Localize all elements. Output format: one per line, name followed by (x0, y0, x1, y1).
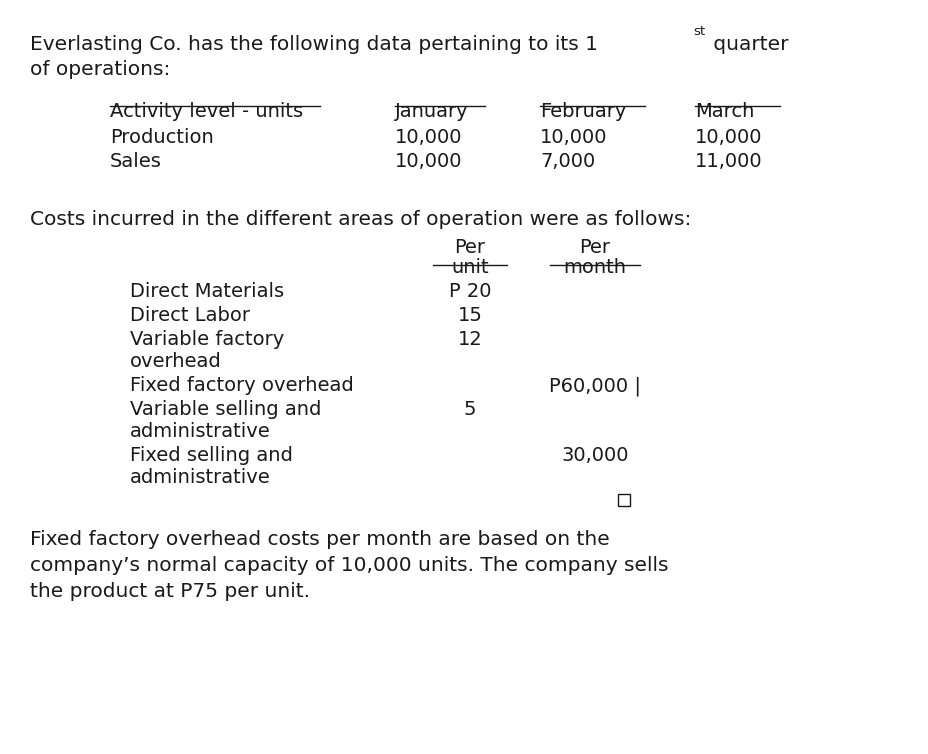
Text: 7,000: 7,000 (539, 152, 595, 171)
Text: unit: unit (451, 258, 488, 277)
Text: Variable factory: Variable factory (130, 330, 284, 349)
Text: Everlasting Co. has the following data pertaining to its 1: Everlasting Co. has the following data p… (30, 35, 598, 54)
Text: 10,000: 10,000 (394, 128, 462, 147)
Text: st: st (692, 25, 704, 38)
Text: Production: Production (110, 128, 213, 147)
Text: Costs incurred in the different areas of operation were as follows:: Costs incurred in the different areas of… (30, 210, 690, 229)
Text: Sales: Sales (110, 152, 161, 171)
Text: Direct Materials: Direct Materials (130, 282, 284, 301)
Text: 11,000: 11,000 (694, 152, 762, 171)
Text: administrative: administrative (130, 468, 270, 487)
Text: of operations:: of operations: (30, 60, 170, 79)
Text: 10,000: 10,000 (694, 128, 762, 147)
Bar (617, 494, 629, 506)
Text: administrative: administrative (130, 422, 270, 441)
Text: January: January (394, 102, 468, 121)
Text: February: February (539, 102, 625, 121)
Text: 10,000: 10,000 (394, 152, 462, 171)
Text: 5: 5 (463, 400, 476, 419)
Text: Per: Per (454, 238, 485, 257)
Text: Activity level - units: Activity level - units (110, 102, 303, 121)
Text: overhead: overhead (130, 352, 222, 371)
Text: P60,000 |: P60,000 | (548, 376, 640, 396)
Text: 15: 15 (458, 306, 482, 325)
Text: Direct Labor: Direct Labor (130, 306, 250, 325)
Text: March: March (694, 102, 754, 121)
Text: 30,000: 30,000 (561, 446, 628, 465)
Text: the product at P75 per unit.: the product at P75 per unit. (30, 582, 310, 601)
Text: 12: 12 (458, 330, 482, 349)
Text: Fixed selling and: Fixed selling and (130, 446, 292, 465)
Text: Variable selling and: Variable selling and (130, 400, 321, 419)
Text: company’s normal capacity of 10,000 units. The company sells: company’s normal capacity of 10,000 unit… (30, 556, 668, 575)
Text: 10,000: 10,000 (539, 128, 607, 147)
Text: Fixed factory overhead costs per month are based on the: Fixed factory overhead costs per month a… (30, 530, 609, 549)
Text: P 20: P 20 (448, 282, 491, 301)
Text: month: month (563, 258, 625, 277)
Text: Fixed factory overhead: Fixed factory overhead (130, 376, 354, 395)
Text: quarter: quarter (706, 35, 788, 54)
Text: Per: Per (579, 238, 610, 257)
